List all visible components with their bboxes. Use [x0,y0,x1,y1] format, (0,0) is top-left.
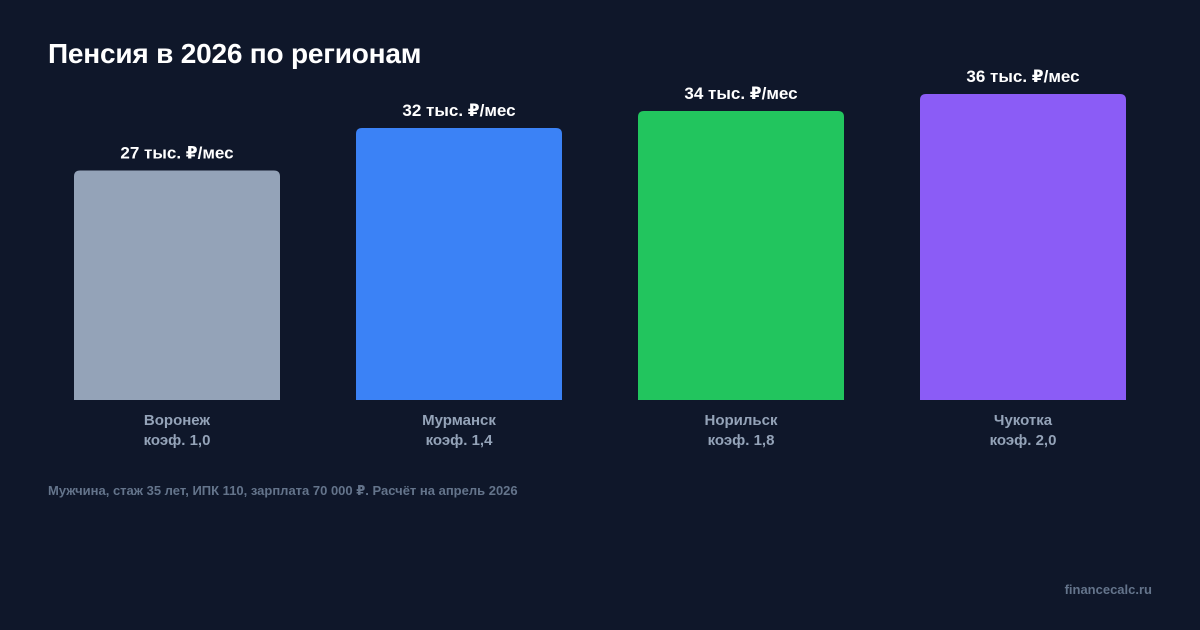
category-label-1: Воронеж [144,412,211,429]
coefficient-label-3: коэф. 1,8 [708,432,775,449]
value-label-4: 36 тыс. ₽/мес [966,67,1079,86]
category-label-3: Норильск [705,412,778,429]
bar-4 [920,94,1126,400]
footnote: Мужчина, стаж 35 лет, ИПК 110, зарплата … [48,483,518,498]
brand-label: financecalc.ru [1064,582,1152,597]
coefficient-label-2: коэф. 1,4 [426,432,494,449]
bar-3 [638,111,844,400]
value-label-1: 27 тыс. ₽/мес [120,144,233,163]
chart-title: Пенсия в 2026 по регионам [48,38,422,69]
bar-1 [74,170,280,400]
value-label-3: 34 тыс. ₽/мес [684,84,797,103]
coefficient-label-1: коэф. 1,0 [144,432,211,449]
bar-2 [356,128,562,400]
coefficient-label-4: коэф. 2,0 [990,432,1057,449]
category-label-4: Чукотка [994,412,1053,429]
value-label-2: 32 тыс. ₽/мес [402,101,515,120]
category-label-2: Мурманск [422,412,496,429]
